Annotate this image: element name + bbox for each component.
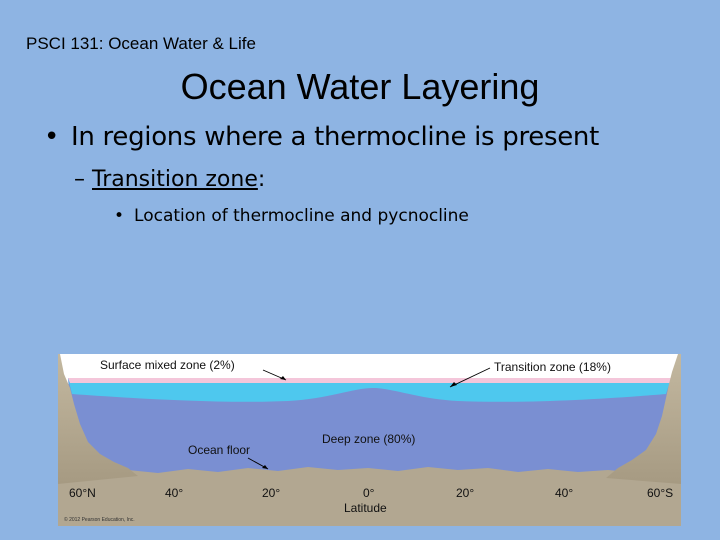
surface-mixed-zone [68, 378, 671, 383]
transition-leader-line [449, 367, 491, 388]
copyright-notice: © 2012 Pearson Education, Inc. [64, 516, 135, 523]
left-landmass [58, 354, 138, 484]
ocean-cross-section: Surface mixed zone (2%) Transition zone … [58, 354, 681, 526]
bullet-level-3-text: Location of thermocline and pycnocline [134, 206, 469, 226]
deep-zone-label: Deep zone (80%) [322, 432, 415, 446]
bullet-level-3: • Location of thermocline and pycnocline [114, 206, 469, 226]
bullet-level-1: • In regions where a thermocline is prese… [44, 122, 599, 152]
bullet-level-2: – Transition zone: [74, 167, 265, 192]
tick-60N: 60°N [69, 486, 96, 500]
bullet-glyph: • [44, 122, 60, 152]
transition-zone-label: Transition zone (18%) [494, 360, 611, 374]
ocean-layering-figure: Surface mixed zone (2%) Transition zone … [58, 354, 681, 526]
ocean-floor [58, 467, 681, 526]
surface-arrowhead [280, 376, 286, 380]
surface-zone-label: Surface mixed zone (2%) [100, 358, 235, 372]
ocean-floor-label: Ocean floor [188, 443, 250, 457]
floor-arrowhead [262, 465, 268, 469]
deep-zone [68, 378, 671, 482]
bullet-level-1-text: In regions where a thermocline is presen… [71, 122, 599, 152]
tick-0: 0° [363, 486, 375, 500]
tick-20-north: 20° [262, 486, 280, 500]
transition-zone-term: Transition zone [92, 167, 258, 192]
bullet-glyph-small: • [114, 206, 125, 226]
transition-zone [68, 378, 671, 402]
transition-arrowhead [450, 382, 457, 387]
right-landmass [606, 354, 681, 484]
tick-40-north: 40° [165, 486, 183, 500]
tick-40-south: 40° [555, 486, 573, 500]
bullet-dash: – [74, 167, 85, 192]
latitude-axis-label: Latitude [344, 501, 387, 515]
slide-title: Ocean Water Layering [180, 66, 540, 107]
tick-20-south: 20° [456, 486, 474, 500]
course-header: PSCI 131: Ocean Water & Life [26, 34, 256, 53]
tick-60S: 60°S [647, 486, 673, 500]
bullet-level-2-suffix: : [257, 167, 266, 192]
